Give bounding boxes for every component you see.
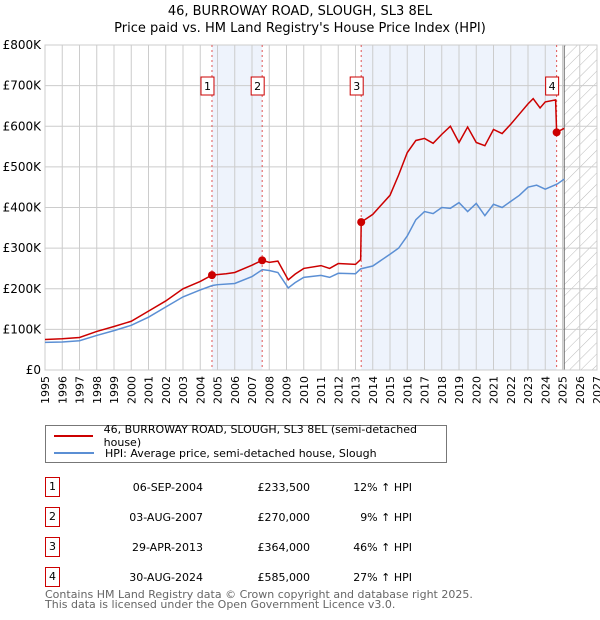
sale-date: 03-AUG-2007: [129, 510, 203, 524]
legend-label: 46, BURROWAY ROAD, SLOUGH, SL3 8EL (semi…: [103, 423, 417, 449]
x-tick-label: 2016: [401, 376, 414, 404]
x-tick-label: 2015: [384, 376, 397, 404]
sale-hpi-diff: 9% ↑ HPI: [360, 510, 412, 524]
sale-point: [258, 256, 267, 265]
x-tick-label: 2000: [125, 376, 138, 404]
sale-marker: 1: [45, 477, 60, 497]
y-tick-label: £0: [26, 363, 41, 377]
sale-row: 1 06-SEP-2004 £233,500 12% ↑ HPI: [45, 472, 412, 502]
property-price-line: [44, 97, 565, 341]
x-tick-label: 2014: [367, 376, 380, 404]
sale-date: 29-APR-2013: [131, 540, 203, 554]
sales-table: 1 06-SEP-2004 £233,500 12% ↑ HPI 2 03-AUG…: [45, 472, 412, 592]
title: 46, BURROWAY ROAD, SLOUGH, SL3 8EL: [167, 4, 433, 19]
x-tick-label: 2007: [246, 376, 259, 404]
sale-marker-label: 1: [204, 80, 211, 93]
y-tick-label: £800K: [3, 38, 43, 52]
footer: Contains HM Land Registry data © Crown c…: [45, 588, 473, 611]
y-tick-label: £500K: [3, 160, 43, 174]
y-tick-label: £600K: [3, 119, 43, 133]
sale-point: [207, 271, 216, 280]
hpi-line: [44, 178, 565, 344]
x-tick-label: 2002: [160, 376, 173, 404]
x-tick-label: 2013: [350, 376, 363, 404]
x-tick-label: 2025: [557, 376, 570, 404]
x-tick-label: 2019: [453, 376, 466, 404]
sale-marker-label: 2: [254, 80, 261, 93]
legend-item-property: 46, BURROWAY ROAD, SLOUGH, SL3 8EL (semi…: [54, 423, 446, 449]
sale-date: 30-AUG-2024: [129, 570, 203, 584]
footer-line-1: Contains HM Land Registry data © Crown c…: [45, 588, 473, 601]
sale-marker-box: [200, 76, 215, 96]
sale-row: 3 29-APR-2013 £364,000 46% ↑ HPI: [45, 532, 412, 562]
sale-hpi-diff: 12% ↑ HPI: [353, 480, 412, 494]
x-tick-label: 2001: [143, 376, 156, 404]
legend-item-hpi: HPI: Average price, semi-detached house,…: [54, 445, 377, 461]
chart-title: 46, BURROWAY ROAD, SLOUGH, SL3 8EL Price…: [0, 3, 600, 37]
sale-date: 06-SEP-2004: [132, 480, 203, 494]
x-tick-label: 2011: [315, 376, 328, 404]
y-tick-label: £300K: [3, 241, 43, 255]
footer-line-2: This data is licensed under the Open Gov…: [45, 598, 396, 611]
x-tick-label: 2026: [574, 376, 587, 404]
x-tick-label: 2009: [281, 376, 294, 404]
x-tick-label: 2021: [488, 376, 501, 404]
x-tick-label: 2023: [522, 376, 535, 404]
x-tick-label: 1998: [91, 376, 104, 404]
x-tick-label: 2022: [505, 376, 518, 404]
sale-marker: 2: [45, 507, 60, 527]
x-tick-label: 2024: [539, 376, 552, 404]
x-tick-label: 2017: [419, 376, 432, 404]
sale-price: £270,000: [257, 510, 311, 524]
y-tick-label: £200K: [3, 282, 43, 296]
x-tick-label: 2027: [591, 376, 600, 404]
sale-row: 2 03-AUG-2007 £270,000 9% ↑ HPI: [45, 502, 412, 532]
legend: 46, BURROWAY ROAD, SLOUGH, SL3 8EL (semi…: [45, 423, 447, 463]
x-tick-label: 2008: [263, 376, 276, 404]
sale-marker-label: 4: [549, 80, 556, 93]
sale-price: £364,000: [257, 540, 311, 554]
sale-marker: 4: [45, 567, 60, 587]
sale-price: £585,000: [257, 570, 311, 584]
x-tick-label: 2006: [229, 376, 242, 404]
y-tick-label: £700K: [3, 79, 43, 93]
x-tick-label: 2004: [194, 376, 207, 404]
x-tick-label: 1996: [56, 376, 69, 404]
sale-point: [552, 128, 561, 137]
sale-marker-box: [349, 76, 364, 96]
sale-marker-box: [250, 76, 265, 96]
x-tick-label: 2005: [212, 376, 225, 404]
sale-price: £233,500: [257, 480, 311, 494]
sale-hpi-diff: 27% ↑ HPI: [353, 570, 412, 584]
y-tick-label: £100K: [3, 322, 43, 336]
x-tick-label: 1997: [74, 376, 87, 404]
x-tick-label: 2012: [332, 376, 345, 404]
legend-swatch-blue: [54, 452, 94, 454]
y-tick-label: £400K: [3, 201, 43, 215]
plot-area: 1995 1996 1997 1998 1999 2000 2001 2002 2003 2004…: [3, 38, 600, 404]
sale-row: 4 30-AUG-2024 £585,000 27% ↑ HPI: [45, 562, 412, 592]
subtitle: Price paid vs. HM Land Registry's House …: [114, 21, 486, 36]
sale-marker-label: 3: [353, 80, 360, 93]
sale-hpi-diff: 46% ↑ HPI: [353, 540, 412, 554]
x-tick-label: 2010: [298, 376, 311, 404]
plot-border: [44, 44, 598, 371]
x-tick-label: 1995: [39, 376, 52, 404]
x-tick-label: 2018: [436, 376, 449, 404]
x-tick-label: 1999: [108, 376, 121, 404]
legend-swatch-red: [54, 435, 93, 437]
x-tick-label: 2020: [470, 376, 483, 404]
legend-label: HPI: Average price, semi-detached house,…: [105, 446, 377, 460]
sale-point: [357, 218, 366, 227]
x-tick-label: 2003: [177, 376, 190, 404]
sale-marker: 3: [45, 537, 60, 557]
sale-marker-box: [545, 76, 560, 96]
